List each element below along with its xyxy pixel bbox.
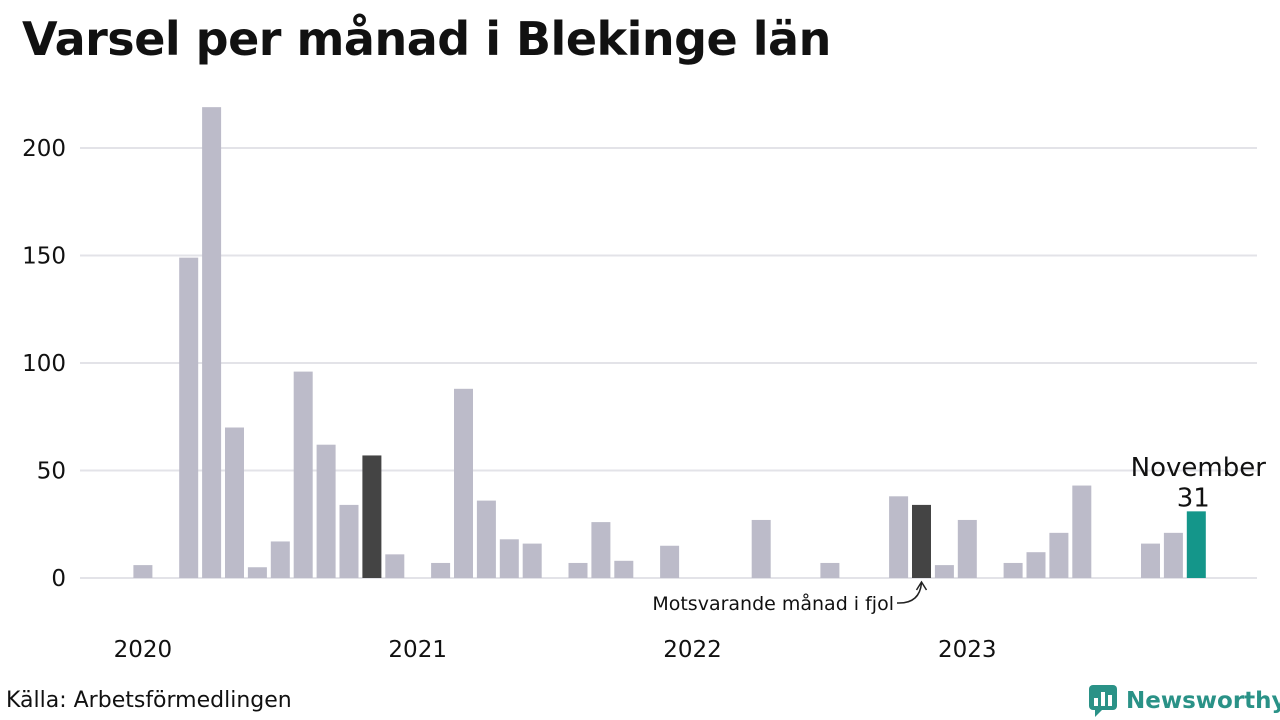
x-tick-label: 2021 <box>388 637 447 663</box>
x-tick-label: 2023 <box>938 637 997 663</box>
bar <box>957 519 977 578</box>
bar <box>1163 532 1183 578</box>
brand-name: Newsworthy <box>1126 688 1280 714</box>
bar <box>225 427 244 578</box>
newsworthy-logo: Newsworthy <box>1088 684 1280 718</box>
bar <box>431 562 451 578</box>
bar <box>660 545 680 578</box>
x-tick-label: 2020 <box>114 637 173 663</box>
bars <box>133 107 1206 579</box>
x-axis-year-labels: 2020 2021 2022 2023 <box>114 637 997 663</box>
bar <box>522 543 542 578</box>
bar <box>751 519 771 578</box>
comparison-arrow-head <box>915 580 928 591</box>
source-note: Källa: Arbetsförmedlingen <box>6 688 292 713</box>
bar <box>820 562 840 578</box>
comparison-label: Motsvarande månad i fjol <box>652 592 894 615</box>
y-tick-label: 50 <box>37 459 66 485</box>
current-month-label: November <box>1131 453 1267 483</box>
y-tick-label: 100 <box>22 351 66 377</box>
current-value-label: 31 <box>1177 483 1210 513</box>
y-tick-label: 0 <box>51 566 66 592</box>
bar <box>1049 532 1069 578</box>
bar <box>934 565 954 578</box>
bar-current-month <box>1186 511 1206 578</box>
bar <box>247 567 267 578</box>
comparison-arrow-line <box>896 582 923 604</box>
bar <box>179 257 199 578</box>
bar <box>1141 543 1160 578</box>
bar <box>499 539 519 578</box>
bar <box>1003 562 1023 578</box>
bar <box>1026 552 1046 578</box>
bar <box>568 562 588 578</box>
bar <box>339 504 359 578</box>
bar-same-month-last-year <box>362 455 382 578</box>
newsworthy-logo-icon <box>1089 685 1117 717</box>
bar <box>133 565 153 578</box>
bar <box>293 371 313 578</box>
bar <box>202 107 222 579</box>
bar <box>476 500 496 578</box>
bar <box>1072 485 1092 578</box>
bar <box>454 388 473 578</box>
x-tick-label: 2022 <box>663 637 722 663</box>
y-tick-label: 150 <box>22 244 66 270</box>
bar <box>614 560 634 578</box>
bar <box>270 541 290 578</box>
chart-title: Varsel per månad i Blekinge län <box>22 12 831 66</box>
bar <box>889 496 909 578</box>
bar <box>591 522 611 578</box>
bar-same-month-last-year <box>912 504 931 578</box>
bar <box>385 554 405 578</box>
y-axis-tick-labels: 0 50 100 150 200 <box>22 136 66 592</box>
bar <box>316 444 336 578</box>
y-tick-label: 200 <box>22 136 66 162</box>
